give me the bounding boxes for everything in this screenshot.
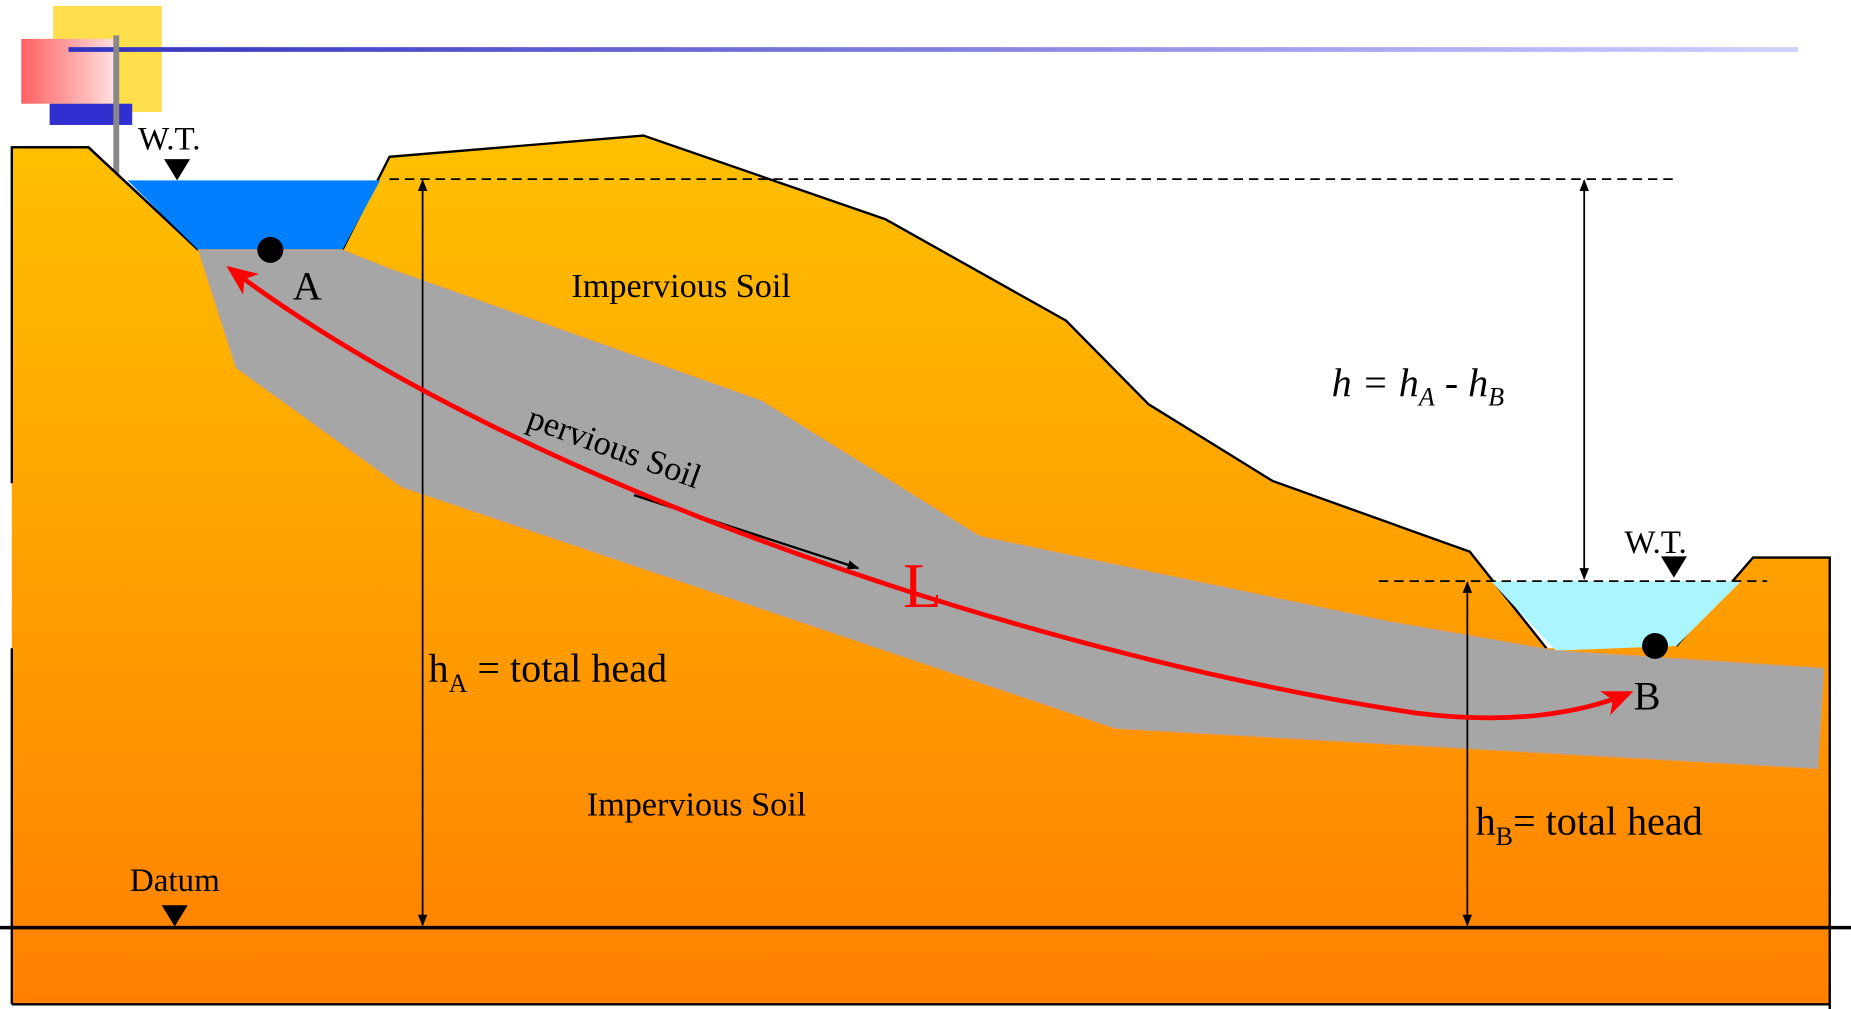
diagram: W.T. W.T. A B Impervious Soil Impervious… xyxy=(0,0,1851,1009)
datum-label: Datum xyxy=(130,863,220,899)
soil-label: Impervious Soil xyxy=(587,787,807,824)
decor-blue xyxy=(50,104,133,125)
text: h = h xyxy=(1332,360,1419,405)
subscript: A xyxy=(449,669,468,698)
soil-label: Impervious Soil xyxy=(571,268,791,305)
decor-line xyxy=(68,47,1797,52)
point-a xyxy=(257,237,283,263)
point-label: B xyxy=(1634,674,1661,719)
wt-label: W.T. xyxy=(1624,525,1686,561)
text: h xyxy=(429,645,449,690)
point-label: A xyxy=(293,263,322,308)
text: = total head xyxy=(1513,799,1703,844)
text: = total head xyxy=(467,645,667,690)
head-difference-label: h = hA - hB xyxy=(1332,360,1505,411)
decor-post xyxy=(113,35,119,174)
page: W.T. W.T. A B Impervious Soil Impervious… xyxy=(0,0,1851,1009)
length-label: L xyxy=(903,550,942,621)
text: h xyxy=(1476,799,1496,844)
subscript: A xyxy=(1417,383,1435,412)
text: - h xyxy=(1435,360,1488,405)
wt-marker xyxy=(164,159,190,180)
subscript: B xyxy=(1488,383,1504,412)
wt-label: W.T. xyxy=(138,122,200,158)
point-b xyxy=(1642,633,1668,659)
subscript: B xyxy=(1496,822,1513,851)
